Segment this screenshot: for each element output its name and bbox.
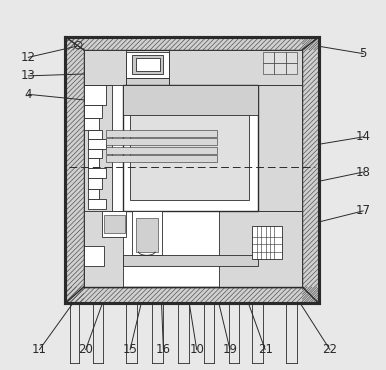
Text: 19: 19 [222, 343, 237, 356]
Bar [88, 199, 106, 209]
Text: 18: 18 [356, 165, 371, 179]
Text: 11: 11 [32, 343, 47, 356]
Bar [84, 105, 102, 118]
Bar [84, 211, 123, 287]
Text: 17: 17 [356, 204, 371, 218]
Text: 21: 21 [257, 343, 273, 356]
Bar [88, 158, 99, 168]
Bar [84, 85, 106, 105]
Text: 15: 15 [123, 343, 137, 356]
Bar [106, 155, 217, 162]
Bar [286, 52, 296, 63]
Bar [130, 94, 249, 200]
Bar [84, 50, 126, 85]
Bar [126, 78, 169, 85]
Bar [104, 215, 125, 233]
Bar [106, 147, 217, 154]
Bar [84, 85, 112, 287]
Bar [274, 52, 286, 63]
Bar [219, 85, 302, 211]
Text: 14: 14 [356, 130, 371, 144]
Text: 5: 5 [359, 47, 367, 60]
Bar [88, 130, 102, 139]
Bar [84, 118, 99, 130]
Bar [219, 211, 302, 287]
Bar [132, 56, 163, 74]
Bar [84, 50, 302, 287]
Bar [88, 139, 106, 149]
Bar [106, 130, 217, 137]
Bar [135, 58, 160, 71]
Bar [123, 85, 258, 115]
Text: 12: 12 [21, 51, 36, 64]
Bar [126, 52, 169, 78]
Bar [263, 63, 274, 74]
Bar [65, 37, 319, 303]
Bar [263, 52, 274, 63]
Bar [252, 226, 282, 259]
Text: 4: 4 [25, 88, 32, 101]
Text: 20: 20 [78, 343, 93, 356]
Text: 22: 22 [322, 343, 337, 356]
Bar [123, 85, 258, 211]
Bar [286, 63, 296, 74]
Text: 10: 10 [189, 343, 204, 356]
Bar [106, 138, 217, 145]
Bar [135, 218, 158, 252]
Bar [84, 246, 104, 266]
Bar [169, 50, 302, 85]
Bar [123, 255, 258, 266]
Bar [88, 189, 99, 199]
Text: 16: 16 [156, 343, 171, 356]
Bar [88, 178, 102, 189]
Bar [88, 149, 102, 158]
Text: 13: 13 [21, 69, 36, 83]
Bar [88, 168, 106, 178]
Bar [274, 63, 286, 74]
Bar [132, 211, 162, 255]
Bar [102, 211, 126, 237]
